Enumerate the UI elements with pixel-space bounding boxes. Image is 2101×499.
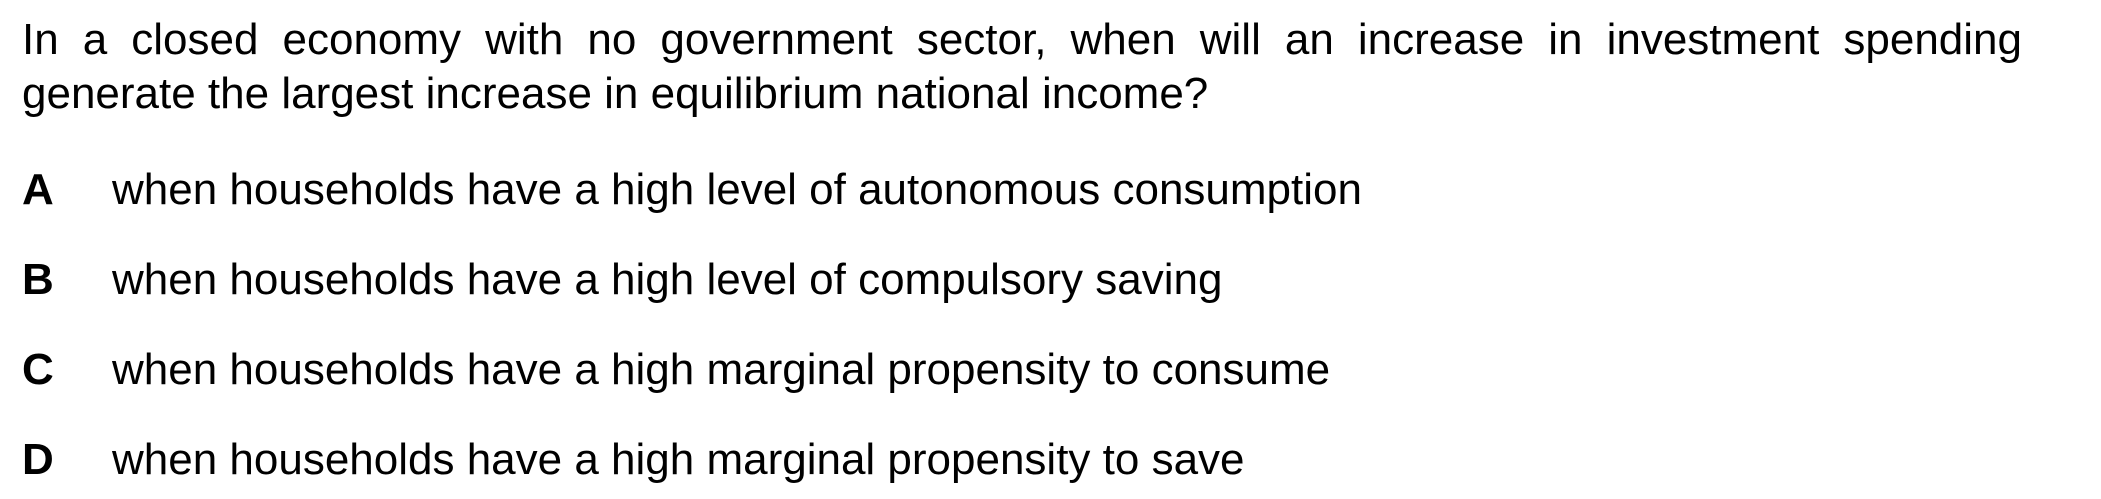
option-b-letter: B [22,255,54,304]
option-d[interactable]: D when households have a high marginal p… [22,433,2072,487]
option-a-letter: A [22,165,54,214]
option-c[interactable]: C when households have a high marginal p… [22,343,2072,397]
question-stem-line-1: In a closed economy with no government s… [22,15,2022,64]
option-b-text: when households have a high level of com… [112,255,1223,304]
question-stem-line-2: generate the largest increase in equilib… [22,69,1209,118]
option-b[interactable]: B when households have a high level of c… [22,253,2072,307]
option-c-letter: C [22,345,54,394]
option-a[interactable]: A when households have a high level of a… [22,163,2072,217]
option-a-text: when households have a high level of aut… [112,165,1362,214]
option-d-text: when households have a high marginal pro… [112,435,1245,484]
option-c-text: when households have a high marginal pro… [112,345,1331,394]
option-d-letter: D [22,435,54,484]
question-stem: In a closed economy with no government s… [22,13,2022,121]
